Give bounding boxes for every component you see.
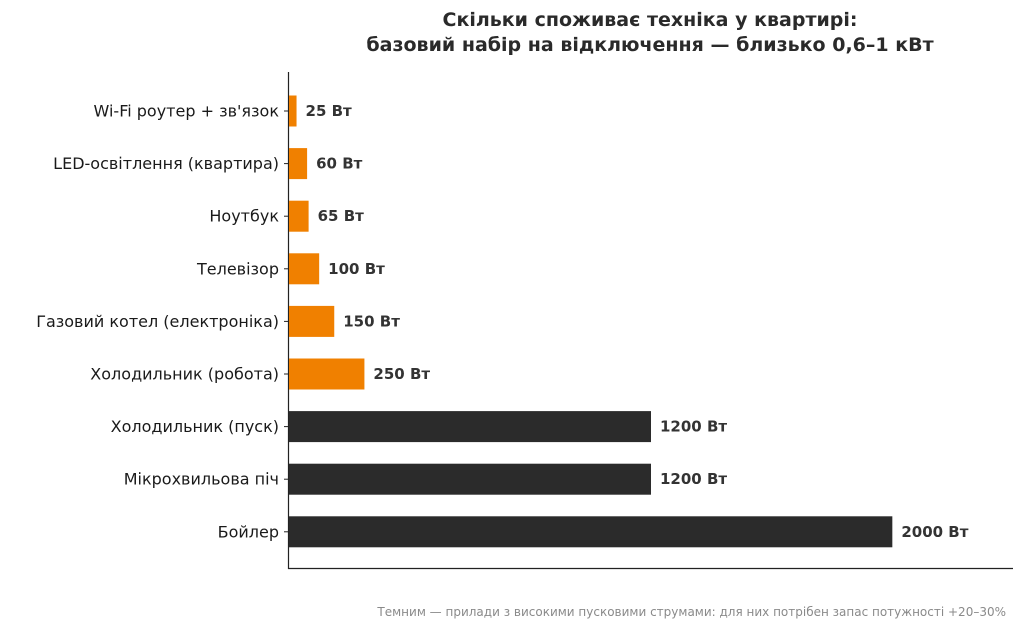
category-label-1: LED-освітлення (квартира) bbox=[53, 154, 279, 173]
value-label-1: 60 Вт bbox=[316, 155, 363, 173]
bar-1 bbox=[289, 148, 308, 180]
value-label-6: 1200 Вт bbox=[660, 418, 727, 436]
value-label-4: 150 Вт bbox=[343, 312, 400, 330]
value-label-3: 100 Вт bbox=[328, 260, 385, 278]
chart-title-line-2: базовий набір на відключення — близько 0… bbox=[366, 34, 934, 56]
chart-note: Темним — прилади з високими пусковими ст… bbox=[377, 605, 1006, 619]
category-label-2: Ноутбук bbox=[209, 207, 279, 226]
bar-0 bbox=[289, 95, 297, 127]
category-label-8: Бойлер bbox=[218, 522, 279, 541]
value-label-0: 25 Вт bbox=[306, 102, 353, 120]
bar-4 bbox=[289, 305, 335, 337]
bar-8 bbox=[289, 516, 893, 548]
value-label-7: 1200 Вт bbox=[660, 470, 727, 488]
category-label-0: Wi-Fi роутер + зв'язок bbox=[94, 102, 280, 121]
value-label-2: 65 Вт bbox=[318, 207, 365, 225]
value-label-8: 2000 Вт bbox=[901, 523, 968, 541]
bars: Wi-Fi роутер + зв'язок 25 Вт LED-освітленн… bbox=[36, 95, 969, 548]
bar-5 bbox=[289, 358, 365, 390]
category-label-6: Холодильник (пуск) bbox=[111, 417, 279, 436]
category-label-4: Газовий котел (електроніка) bbox=[36, 312, 279, 331]
category-label-5: Холодильник (робота) bbox=[90, 365, 279, 384]
value-label-5: 250 Вт bbox=[373, 365, 430, 383]
bar-6 bbox=[289, 411, 651, 443]
category-label-3: Телевізор bbox=[196, 259, 279, 278]
bar-7 bbox=[289, 463, 651, 495]
category-label-7: Мікрохвильова піч bbox=[124, 470, 279, 489]
chart-title: Скільки споживає техніка у квартирі: баз… bbox=[270, 8, 1024, 58]
bar-3 bbox=[289, 253, 320, 285]
chart-title-line-1: Скільки споживає техніка у квартирі: bbox=[442, 9, 858, 31]
bar-2 bbox=[289, 200, 309, 232]
